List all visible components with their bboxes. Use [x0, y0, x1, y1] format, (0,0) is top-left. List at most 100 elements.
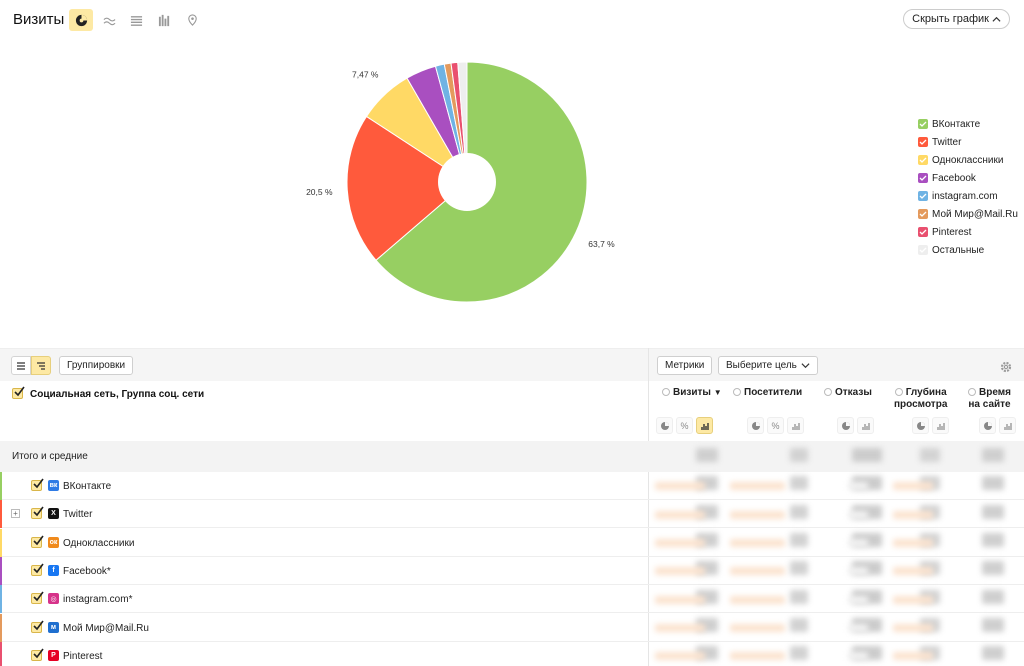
legend-swatch [918, 227, 928, 237]
blurred-bar [655, 652, 705, 661]
radio-icon[interactable] [968, 388, 976, 396]
radio-icon[interactable] [662, 388, 670, 396]
checkmark-icon [33, 620, 44, 630]
column-depth[interactable]: Глубина просмотра [894, 387, 948, 410]
bar-mini-icon[interactable] [857, 417, 874, 434]
pie-slice[interactable] [457, 61, 468, 183]
map-pin-icon [187, 13, 197, 26]
radio-icon[interactable] [733, 388, 741, 396]
dimension-checkbox[interactable] [12, 386, 25, 399]
blurred-cell [790, 448, 808, 462]
groupings-button[interactable]: Группировки [59, 356, 134, 375]
blurred-cell [790, 646, 808, 661]
hide-chart-button[interactable]: Скрыть график [903, 9, 1010, 29]
list-view-button[interactable] [11, 356, 31, 375]
legend-swatch [918, 191, 928, 201]
expand-button[interactable]: + [11, 509, 20, 519]
bar-view-button[interactable] [152, 9, 176, 31]
pie-chart-icon [75, 14, 87, 26]
blurred-bar [655, 510, 705, 519]
checkmark-icon [33, 506, 44, 517]
table-row[interactable]: вк ВКонтакте [0, 472, 1024, 500]
column-visits[interactable]: Визиты ▼ [662, 387, 722, 399]
legend-item[interactable]: Одноклассники [918, 151, 1018, 169]
row-label: Одноклассники [63, 537, 135, 549]
pie-mini-icon[interactable] [747, 417, 764, 434]
chevron-down-icon [801, 363, 810, 369]
radio-icon[interactable] [894, 388, 903, 396]
blurred-bar [655, 482, 705, 491]
row-checkbox[interactable] [31, 620, 44, 633]
table-row[interactable]: + X Twitter [0, 500, 1024, 529]
table-row[interactable]: м Мой Мир@Mail.Ru [0, 613, 1024, 642]
row-color-bar [0, 472, 2, 500]
pie-mini-icon[interactable] [837, 417, 854, 434]
blurred-cell [982, 504, 1004, 519]
row-checkbox[interactable] [31, 535, 44, 548]
blurred-bar [848, 510, 868, 519]
map-view-button[interactable] [180, 9, 204, 31]
table-row[interactable]: ◎ instagram.com* [0, 585, 1024, 614]
column-bounce[interactable]: Отказы [824, 387, 872, 399]
bar-mini-icon[interactable] [932, 417, 949, 434]
pie-slice[interactable] [346, 115, 468, 261]
legend-label: Мой Мир@Mail.Ru [932, 208, 1018, 220]
column-time[interactable]: Время на сайте [968, 387, 1011, 410]
pie-mini-icon[interactable] [656, 417, 673, 434]
moimir-icon: м [48, 621, 59, 633]
table-row[interactable]: P Pinterest [0, 641, 1024, 666]
legend-item[interactable]: Twitter [918, 133, 1018, 151]
radio-icon[interactable] [824, 388, 832, 396]
row-checkbox[interactable] [31, 506, 44, 520]
pie-mini-icon[interactable] [979, 417, 996, 434]
blurred-bar [848, 623, 868, 632]
legend-label: Остальные [932, 244, 985, 256]
bar-mini-icon[interactable] [999, 417, 1016, 434]
blurred-cell [790, 532, 808, 547]
goal-select[interactable]: Выберите цель [718, 356, 818, 375]
percent-icon[interactable]: % [767, 417, 784, 434]
slice-label: 20,5 % [306, 187, 333, 197]
instagram-icon: ◎ [48, 593, 59, 605]
row-checkbox[interactable] [31, 478, 44, 491]
metrics-button[interactable]: Метрики [657, 356, 713, 375]
pie-mini-icon[interactable] [912, 417, 929, 434]
column-visitors[interactable]: Посетители [733, 387, 802, 399]
row-color-bar [0, 585, 2, 614]
time-view-icons [979, 417, 1016, 434]
tree-view-button[interactable] [31, 356, 51, 375]
legend-item[interactable]: ВКонтакте [918, 115, 1018, 133]
bar-mini-icon[interactable] [787, 417, 804, 434]
blurred-cell [790, 476, 808, 491]
bar-chart-icon [158, 14, 169, 26]
blurred-cell [852, 448, 882, 462]
hide-chart-label: Скрыть график [912, 13, 989, 25]
percent-icon[interactable]: % [676, 417, 693, 434]
legend-item[interactable]: Остальные [918, 241, 1018, 259]
chart-legend: ВКонтакте Twitter Одноклассники Facebook ins… [918, 115, 1018, 259]
stacked-area-icon [130, 15, 142, 26]
legend-item[interactable]: Facebook [918, 169, 1018, 187]
blurred-bar [848, 538, 868, 547]
legend-label: Twitter [932, 136, 962, 148]
bar-mini-icon[interactable] [696, 417, 713, 434]
blurred-bar [848, 567, 868, 576]
legend-swatch [918, 209, 928, 219]
pie-view-button[interactable] [69, 9, 93, 31]
legend-item[interactable]: Мой Мир@Mail.Ru [918, 205, 1018, 223]
row-checkbox[interactable] [31, 591, 44, 605]
row-color-bar [0, 613, 2, 642]
visits-view-icons: % [656, 417, 713, 434]
gear-icon[interactable] [1000, 361, 1012, 373]
legend-item[interactable]: Pinterest [918, 223, 1018, 241]
blurred-cell [790, 589, 808, 604]
checkmark-icon [33, 535, 44, 545]
row-checkbox[interactable] [31, 648, 44, 661]
table-row[interactable]: f Facebook* [0, 556, 1024, 585]
legend-label: instagram.com [932, 190, 998, 202]
row-checkbox[interactable] [31, 563, 44, 576]
legend-item[interactable]: instagram.com [918, 187, 1018, 205]
area-view-button[interactable] [124, 9, 148, 31]
table-row[interactable]: ок Одноклассники [0, 528, 1024, 557]
line-view-button[interactable] [97, 9, 121, 31]
